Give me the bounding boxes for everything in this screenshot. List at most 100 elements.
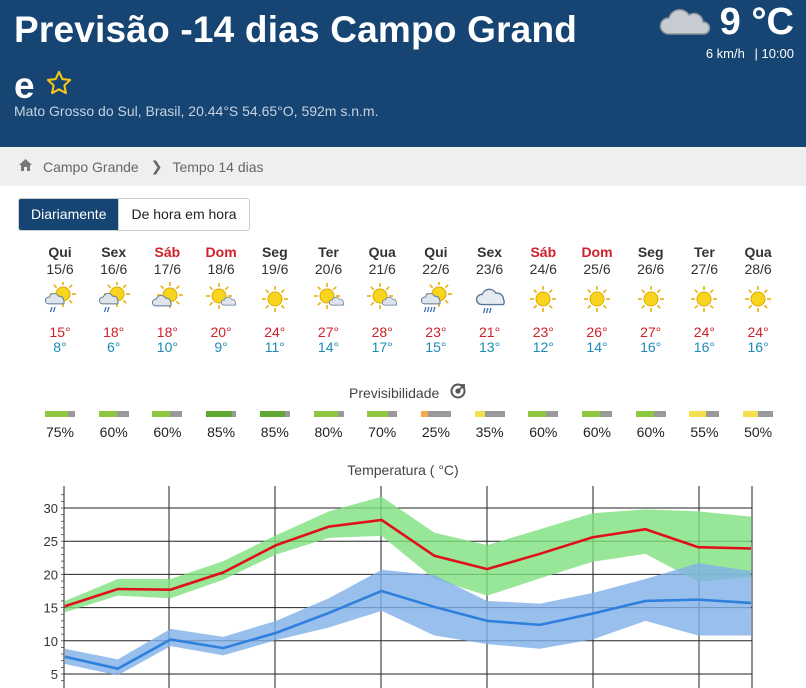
- min-temperature: 8°: [53, 339, 67, 355]
- predictability-bar: [420, 411, 451, 417]
- min-temperature: 13°: [479, 339, 501, 355]
- predictability-bar: [367, 411, 398, 417]
- day-column[interactable]: Qui 15/6 15° 8°: [33, 244, 87, 355]
- page-title-text: Previsão -14 dias Campo Grand: [14, 9, 578, 50]
- day-column[interactable]: Sex 16/6 18° 6°: [87, 244, 141, 355]
- predictability-bar: [98, 411, 129, 417]
- predictability-value: 35%: [475, 424, 504, 440]
- breadcrumb-current: Tempo 14 dias: [172, 158, 264, 175]
- predictability-value: 70%: [368, 424, 397, 440]
- temperature-chart: 5 10 15 20 25 30: [44, 486, 753, 688]
- sun-small-cloud-icon: [355, 282, 409, 316]
- min-temperature: 10°: [156, 339, 178, 355]
- day-name: Sex: [101, 244, 127, 260]
- star-icon[interactable]: [45, 57, 73, 113]
- day-column[interactable]: Sex 23/6 21° 13°: [463, 244, 517, 355]
- sun-small-cloud-icon: [194, 282, 248, 316]
- day-date: 17/6: [153, 261, 182, 277]
- predictability-bar: [259, 411, 290, 417]
- predictability-bar: [689, 411, 720, 417]
- day-column[interactable]: Qua 28/6 24° 16°: [731, 244, 785, 355]
- temperature-line: [64, 518, 752, 608]
- day-column[interactable]: Qui 22/6 23° 15°: [409, 244, 463, 355]
- predictability-value: 75%: [45, 424, 75, 440]
- day-column[interactable]: Ter 27/6 24° 16°: [677, 244, 731, 355]
- temperature-line: [64, 589, 752, 671]
- min-temperature: 9°: [214, 339, 228, 355]
- y-tick-label: 30: [44, 501, 58, 516]
- day-column[interactable]: Ter 20/6 27° 14°: [302, 244, 356, 355]
- predictability-bar: [206, 411, 237, 417]
- sun-cloud-heavy-rain-icon: [409, 282, 463, 316]
- predictability-bar: [474, 411, 505, 417]
- max-temperature: 18°: [156, 324, 178, 340]
- target-icon[interactable]: [450, 383, 466, 404]
- predictability-value: 60%: [99, 424, 128, 440]
- predictability-value: 85%: [207, 424, 236, 440]
- day-date: 24/6: [529, 261, 557, 277]
- home-icon[interactable]: [18, 158, 33, 175]
- predictability-bar: [635, 411, 666, 417]
- min-temperature: 16°: [747, 339, 769, 355]
- predictability-value: 80%: [314, 424, 343, 440]
- breadcrumb-separator: ❯: [150, 158, 163, 174]
- cloud-rain-icon: [463, 282, 517, 316]
- day-column[interactable]: Dom 25/6 26° 14°: [570, 244, 624, 355]
- min-temperature: 15°: [425, 339, 447, 355]
- day-name: Qui: [48, 244, 72, 260]
- temperature-range-band: [65, 563, 751, 676]
- day-column[interactable]: Seg 19/6 24° 11°: [248, 244, 302, 355]
- day-name: Sáb: [154, 244, 181, 260]
- max-temperature: 24°: [747, 324, 769, 340]
- day-date: 19/6: [261, 261, 289, 277]
- day-column[interactable]: Sáb 24/6 23° 12°: [516, 244, 570, 355]
- max-temperature: 27°: [317, 324, 340, 340]
- day-date: 18/6: [207, 261, 235, 277]
- day-name: Ter: [318, 244, 339, 260]
- predictability-bar: [582, 411, 612, 417]
- predictability-value: 85%: [260, 424, 289, 440]
- tab-daily[interactable]: Diariamente: [19, 199, 119, 230]
- wind-speed: 6 km/h: [705, 46, 745, 61]
- predictability-bar: [528, 411, 559, 417]
- day-date: 22/6: [422, 261, 450, 277]
- predictability-value: 60%: [636, 424, 665, 440]
- day-name: Sex: [477, 244, 503, 260]
- day-name: Qui: [424, 244, 448, 260]
- y-tick-label: 25: [44, 534, 58, 549]
- day-name: Qua: [368, 244, 396, 260]
- min-temperature: 14°: [317, 339, 340, 355]
- page-title-wrap: e: [14, 65, 35, 106]
- day-date: 26/6: [637, 261, 665, 277]
- day-column[interactable]: Qua 21/6 28° 17°: [355, 244, 409, 355]
- temperature-range-band: [65, 496, 751, 613]
- day-date: 25/6: [583, 261, 611, 277]
- predictability-bar: [313, 411, 344, 417]
- max-temperature: 28°: [371, 324, 393, 340]
- sun-cloud-rain-icon: [33, 282, 87, 316]
- predictability-value: 60%: [529, 424, 558, 440]
- tab-hourly[interactable]: De hora em hora: [118, 199, 249, 230]
- day-date: 15/6: [46, 261, 74, 277]
- day-name: Seg: [637, 244, 664, 260]
- predictability-value: 25%: [421, 424, 450, 440]
- header: Previsão -14 dias Campo Grand e Mato Gro…: [0, 0, 806, 147]
- chart-title: Temperatura ( °C): [347, 462, 459, 478]
- day-name: Qua: [744, 244, 772, 260]
- max-temperature: 15°: [49, 324, 71, 340]
- max-temperature: 23°: [425, 324, 447, 340]
- day-date: 20/6: [314, 261, 343, 277]
- min-temperature: 12°: [532, 339, 554, 355]
- sun-icon: [516, 282, 570, 316]
- day-column[interactable]: Dom 18/6 20° 9°: [194, 244, 248, 355]
- day-column[interactable]: Sáb 17/6 18° 10°: [140, 244, 194, 355]
- day-date: 28/6: [744, 261, 772, 277]
- sun-icon: [624, 282, 678, 316]
- day-column[interactable]: Seg 26/6 27° 16°: [624, 244, 678, 355]
- predictability-title: Previsibilidade: [349, 385, 440, 401]
- max-temperature: 24°: [693, 324, 715, 340]
- day-name: Dom: [205, 244, 237, 260]
- max-temperature: 26°: [586, 324, 608, 340]
- breadcrumb-home-link[interactable]: Campo Grande: [43, 158, 139, 175]
- predictability-value: 60%: [582, 424, 612, 440]
